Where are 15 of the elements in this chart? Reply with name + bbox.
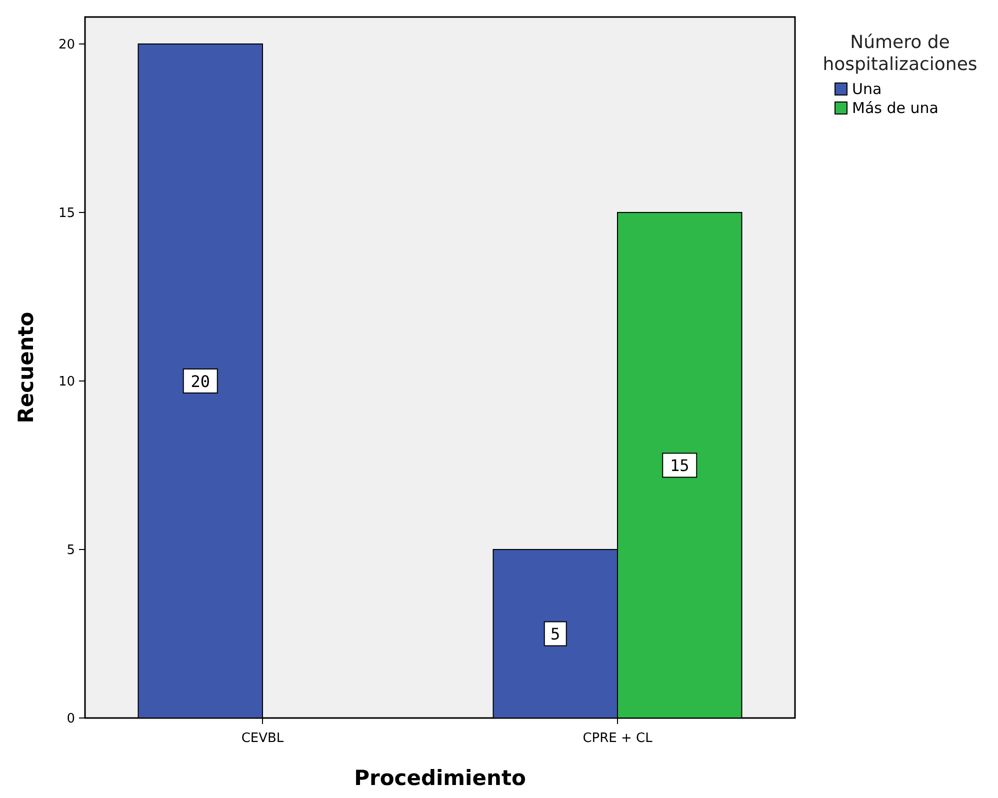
y-tick-label: 20: [58, 38, 75, 53]
data-label: 5: [550, 624, 560, 644]
y-tick-label: 10: [58, 374, 75, 390]
legend-label: Más de una: [852, 99, 938, 117]
y-axis-title: Recuento: [14, 312, 38, 424]
y-tick-label: 15: [58, 206, 75, 222]
data-label: 20: [190, 372, 210, 391]
legend-title: Número de hospitalizaciones: [822, 32, 978, 75]
x-axis-title: Procedimiento: [354, 766, 526, 790]
legend-label: Una: [852, 80, 882, 98]
y-tick-label: 5: [66, 543, 75, 558]
data-label: 15: [670, 456, 690, 476]
x-tick-label: CEVBL: [241, 731, 284, 746]
x-tick-label: CPRE + CL: [582, 731, 654, 746]
y-tick-label: 0: [66, 712, 75, 727]
